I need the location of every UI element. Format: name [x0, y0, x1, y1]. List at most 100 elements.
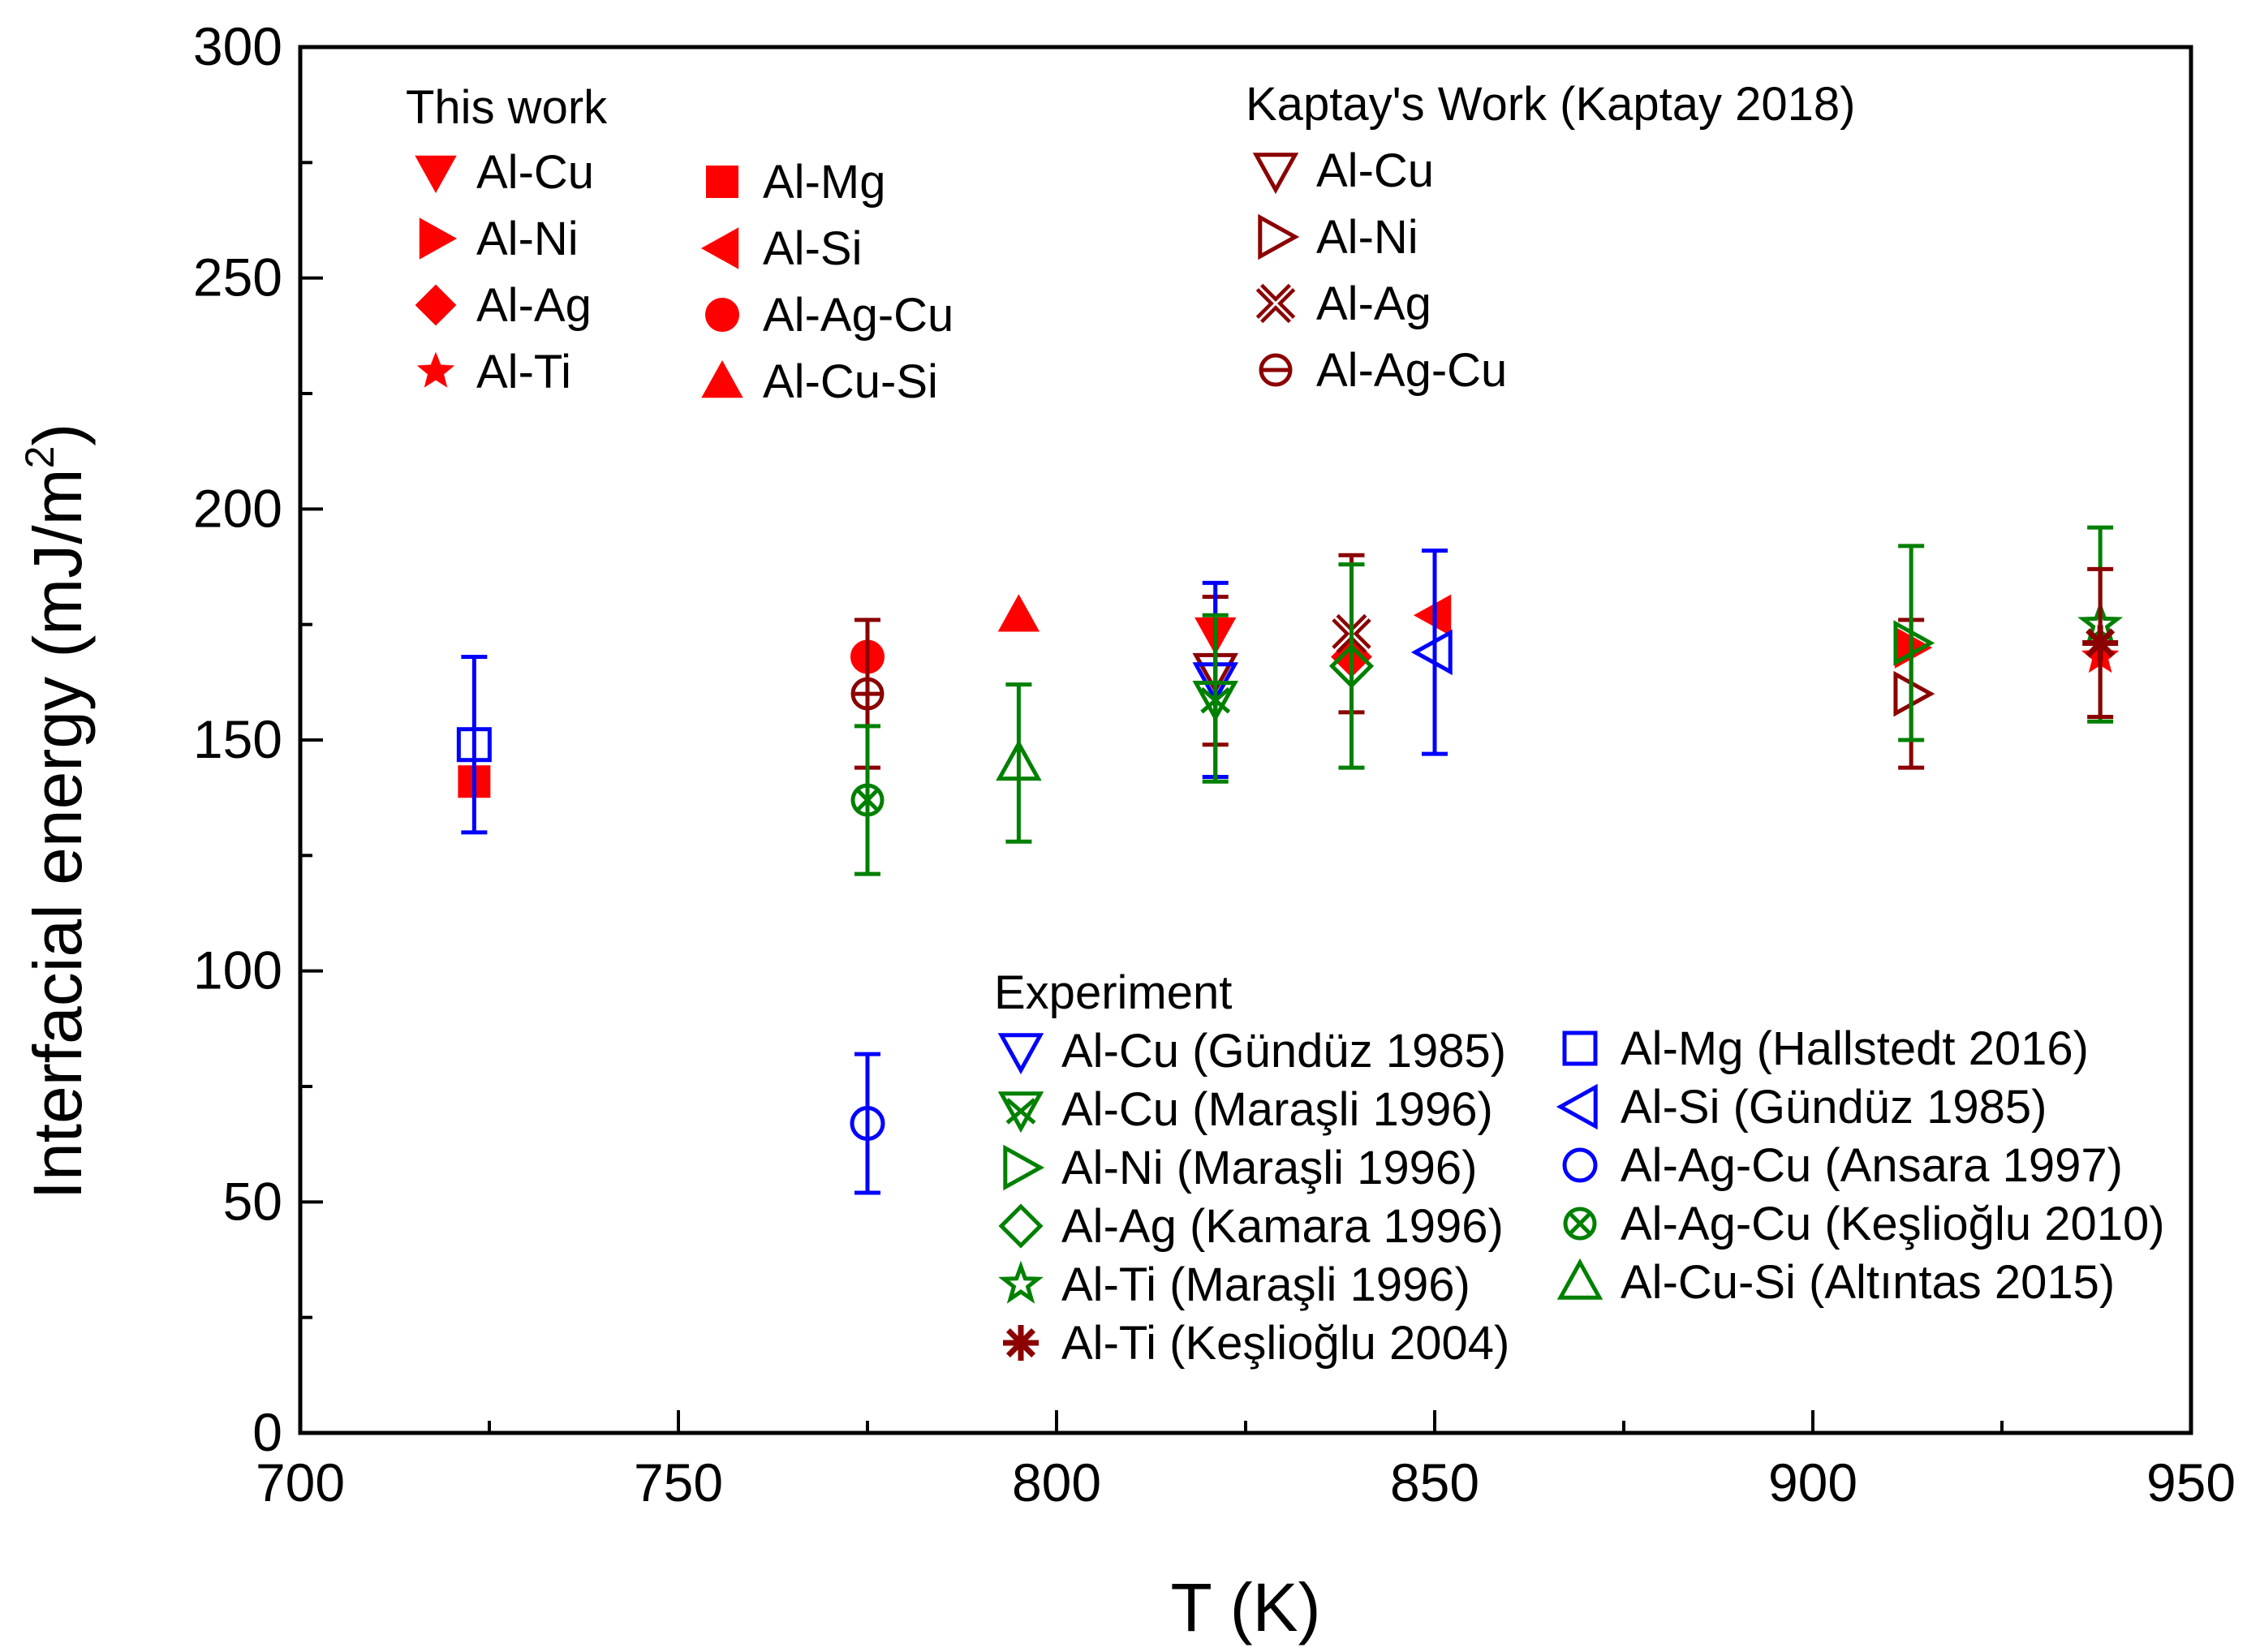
- data-point: [2082, 625, 2119, 661]
- legend-marker: [998, 1203, 1044, 1249]
- x-tick-label: 750: [634, 1452, 723, 1512]
- x-axis-label: T (K): [1170, 1569, 1320, 1646]
- legend-item: Al-Cu: [1252, 144, 1434, 197]
- legend-label: Al-Ti: [476, 346, 571, 398]
- legend-item: Al-Ag (Kamara 1996): [998, 1200, 1504, 1253]
- error-bar: [1898, 544, 1925, 742]
- legend-item: Al-Ag: [1255, 277, 1431, 330]
- y-axis-label-main: Interfacial energy (mJ/m: [19, 468, 96, 1199]
- legend-label: Al-Cu (Maraşli 1996): [1061, 1083, 1493, 1136]
- y-tick-label: 50: [223, 1171, 282, 1231]
- legend-label: Al-Si (Gündüz 1985): [1621, 1081, 2047, 1134]
- data-point: [997, 594, 1040, 632]
- legend-item: Al-Ti: [416, 346, 571, 398]
- data-point: [850, 677, 885, 711]
- legend-label: Al-Si: [763, 222, 862, 275]
- y-axis-label: Interfacial energy (mJ/m2): [17, 424, 96, 1200]
- legend-marker: [1563, 1207, 1597, 1241]
- legend-marker: [706, 166, 738, 198]
- legend-item: Al-Ti (Maraşli 1996): [998, 1258, 1470, 1311]
- legend: This work Al-Cu Al-Ni Al-Ag Al-Ti Al-Mg Al-Si A…: [406, 78, 2165, 1370]
- y-tick-label: 100: [193, 940, 282, 1000]
- legend-item: Al-Ag-Cu: [705, 289, 953, 342]
- x-tick-label: 950: [2146, 1452, 2236, 1512]
- legend-item: Al-Ti (Keşlioğlu 2004): [1003, 1317, 1509, 1370]
- x-tick-label: 900: [1768, 1452, 1857, 1512]
- y-tick-label: 300: [193, 16, 282, 76]
- data-point: [850, 1106, 885, 1142]
- x-tick-label: 800: [1012, 1452, 1101, 1512]
- legend-item: Al-Ag-Cu (Ansara 1997): [1562, 1139, 2123, 1192]
- legend-label: Al-Ag-Cu: [1316, 344, 1507, 397]
- legend-marker: [1252, 153, 1299, 195]
- data-point: [1410, 629, 1453, 676]
- legend-label: Al-Cu: [1316, 144, 1434, 197]
- legend-item: Al-Si: [700, 222, 862, 275]
- legend-marker: [1259, 353, 1293, 387]
- legend-marker: [998, 1260, 1044, 1304]
- legend-label: Al-Ni: [1316, 211, 1418, 264]
- legend-label: Al-Ti (Keşlioğlu 2004): [1061, 1317, 1509, 1370]
- legend-label: Al-Cu-Si (Altıntas 2015): [1621, 1256, 2115, 1309]
- y-tick-label: 0: [252, 1402, 282, 1462]
- y-tick-label: 200: [193, 478, 282, 538]
- legend-item: Al-Cu-Si: [701, 355, 938, 408]
- error-bar: [461, 655, 488, 835]
- legend-label: Al-Cu: [476, 146, 594, 199]
- legend-label: Al-Ti (Maraşli 1996): [1061, 1258, 1470, 1311]
- legend-item: Al-Cu (Gündüz 1985): [997, 1025, 1506, 1078]
- legend-label: Al-Ag: [476, 279, 592, 332]
- legend-label: Al-Ag-Cu (Keşlioğlu 2010): [1621, 1198, 2165, 1250]
- legend-label: Al-Cu (Gündüz 1985): [1061, 1025, 1506, 1078]
- data-point: [850, 783, 885, 817]
- y-tick-label: 250: [193, 247, 282, 308]
- legend-marker: [1556, 1258, 1603, 1300]
- legend-marker: [1562, 1147, 1598, 1183]
- data-point: [996, 739, 1042, 781]
- y-tick-label: 150: [193, 709, 282, 769]
- legend-marker: [1003, 1144, 1045, 1191]
- plot-marks: [456, 525, 2124, 1195]
- error-bar: [1005, 682, 1032, 844]
- legend-label: Al-Cu-Si: [763, 355, 938, 408]
- legend-item: Al-Cu (Maraşli 1996): [997, 1083, 1493, 1136]
- error-bar: [1422, 549, 1448, 756]
- legend-title-kaptay: Kaptay's Work (Kaptay 2018): [1246, 78, 1855, 131]
- legend-title-experiment: Experiment: [994, 966, 1232, 1019]
- legend-item: Al-Ag: [415, 279, 592, 332]
- axis-ticks: 700 750 800 850 900 950 0 50 100 150 200 250 300: [193, 16, 2236, 1512]
- legend-marker: [1562, 1030, 1598, 1066]
- legend-label: Al-Ag-Cu: [763, 289, 953, 342]
- legend-label: Al-Ag-Cu (Ansara 1997): [1621, 1139, 2123, 1192]
- legend-marker: [1556, 1083, 1598, 1130]
- legend-marker: [997, 1033, 1044, 1075]
- error-bar: [1338, 562, 1365, 770]
- data-point: [456, 727, 492, 763]
- legend-item: Al-Ag-Cu: [1259, 344, 1507, 397]
- legend-item: Al-Cu-Si (Altıntas 2015): [1556, 1256, 2115, 1309]
- legend-marker: [1003, 1325, 1039, 1361]
- data-point: [1328, 643, 1375, 689]
- legend-item: Al-Ni (Maraşli 1996): [1003, 1142, 1477, 1194]
- legend-label: Al-Ni: [476, 213, 579, 265]
- y-axis-label-sup: 2: [17, 446, 62, 469]
- legend-label: Al-Ni (Maraşli 1996): [1061, 1142, 1477, 1194]
- data-point: [1893, 620, 1935, 666]
- legend-marker: [416, 351, 455, 388]
- legend-label: Al-Ag (Kamara 1996): [1061, 1200, 1504, 1253]
- legend-item: Al-Cu: [415, 146, 594, 199]
- legend-label: Al-Ag: [1316, 277, 1431, 330]
- legend-marker: [997, 1091, 1044, 1134]
- legend-label: Al-Mg: [763, 156, 885, 209]
- legend-marker: [415, 155, 457, 194]
- legend-item: Al-Ag-Cu (Keşlioğlu 2010): [1563, 1198, 2165, 1250]
- legend-marker: [701, 359, 743, 398]
- legend-marker: [415, 284, 457, 326]
- legend-item: Al-Mg (Hallstedt 2016): [1562, 1022, 2089, 1075]
- legend-marker: [1255, 283, 1296, 324]
- legend-item: Al-Si (Gündüz 1985): [1556, 1081, 2047, 1134]
- x-tick-label: 700: [256, 1452, 345, 1512]
- legend-marker: [705, 298, 739, 332]
- legend-label: Al-Mg (Hallstedt 2016): [1621, 1022, 2089, 1075]
